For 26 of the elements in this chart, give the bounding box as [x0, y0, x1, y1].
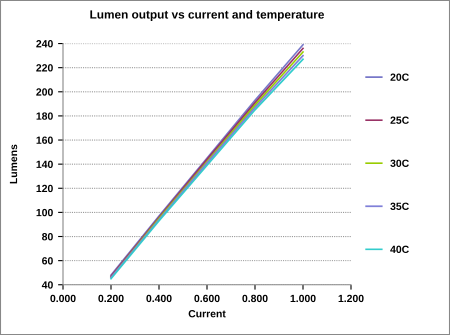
x-tick-label: 0.800 — [242, 294, 268, 302]
y-tick-label: 140 — [36, 160, 53, 168]
x-axis-title: Current — [188, 310, 226, 318]
x-tick-label: 0.200 — [98, 294, 124, 302]
y-tick-label: 180 — [36, 112, 53, 120]
y-axis-title: Lumens — [10, 144, 18, 184]
legend-label: 20C — [390, 73, 409, 81]
legend-label: 30C — [390, 160, 409, 167]
x-tick-label: 1.000 — [290, 294, 316, 302]
y-tick-label: 80 — [42, 233, 53, 240]
x-tick-label: 1.200 — [338, 294, 364, 302]
y-tick-label: 100 — [36, 208, 53, 216]
x-tick-label: 0.400 — [146, 294, 172, 302]
legend-label: 40C — [390, 246, 409, 254]
y-tick-label: 160 — [36, 136, 53, 144]
y-tick-label: 40 — [42, 281, 53, 289]
legend-label: 25C — [390, 116, 409, 124]
y-tick-label: 220 — [36, 64, 53, 72]
y-tick-label: 120 — [36, 184, 53, 192]
y-tick-label: 200 — [36, 88, 53, 96]
y-tick-label: 240 — [36, 40, 53, 48]
chart-title: Lumen output vs current and temperature — [90, 10, 324, 21]
x-tick-label: 0.600 — [194, 294, 220, 302]
legend-label: 35C — [390, 202, 409, 210]
x-tick-label: 0.000 — [50, 294, 76, 302]
y-tick-label: 60 — [42, 257, 53, 265]
